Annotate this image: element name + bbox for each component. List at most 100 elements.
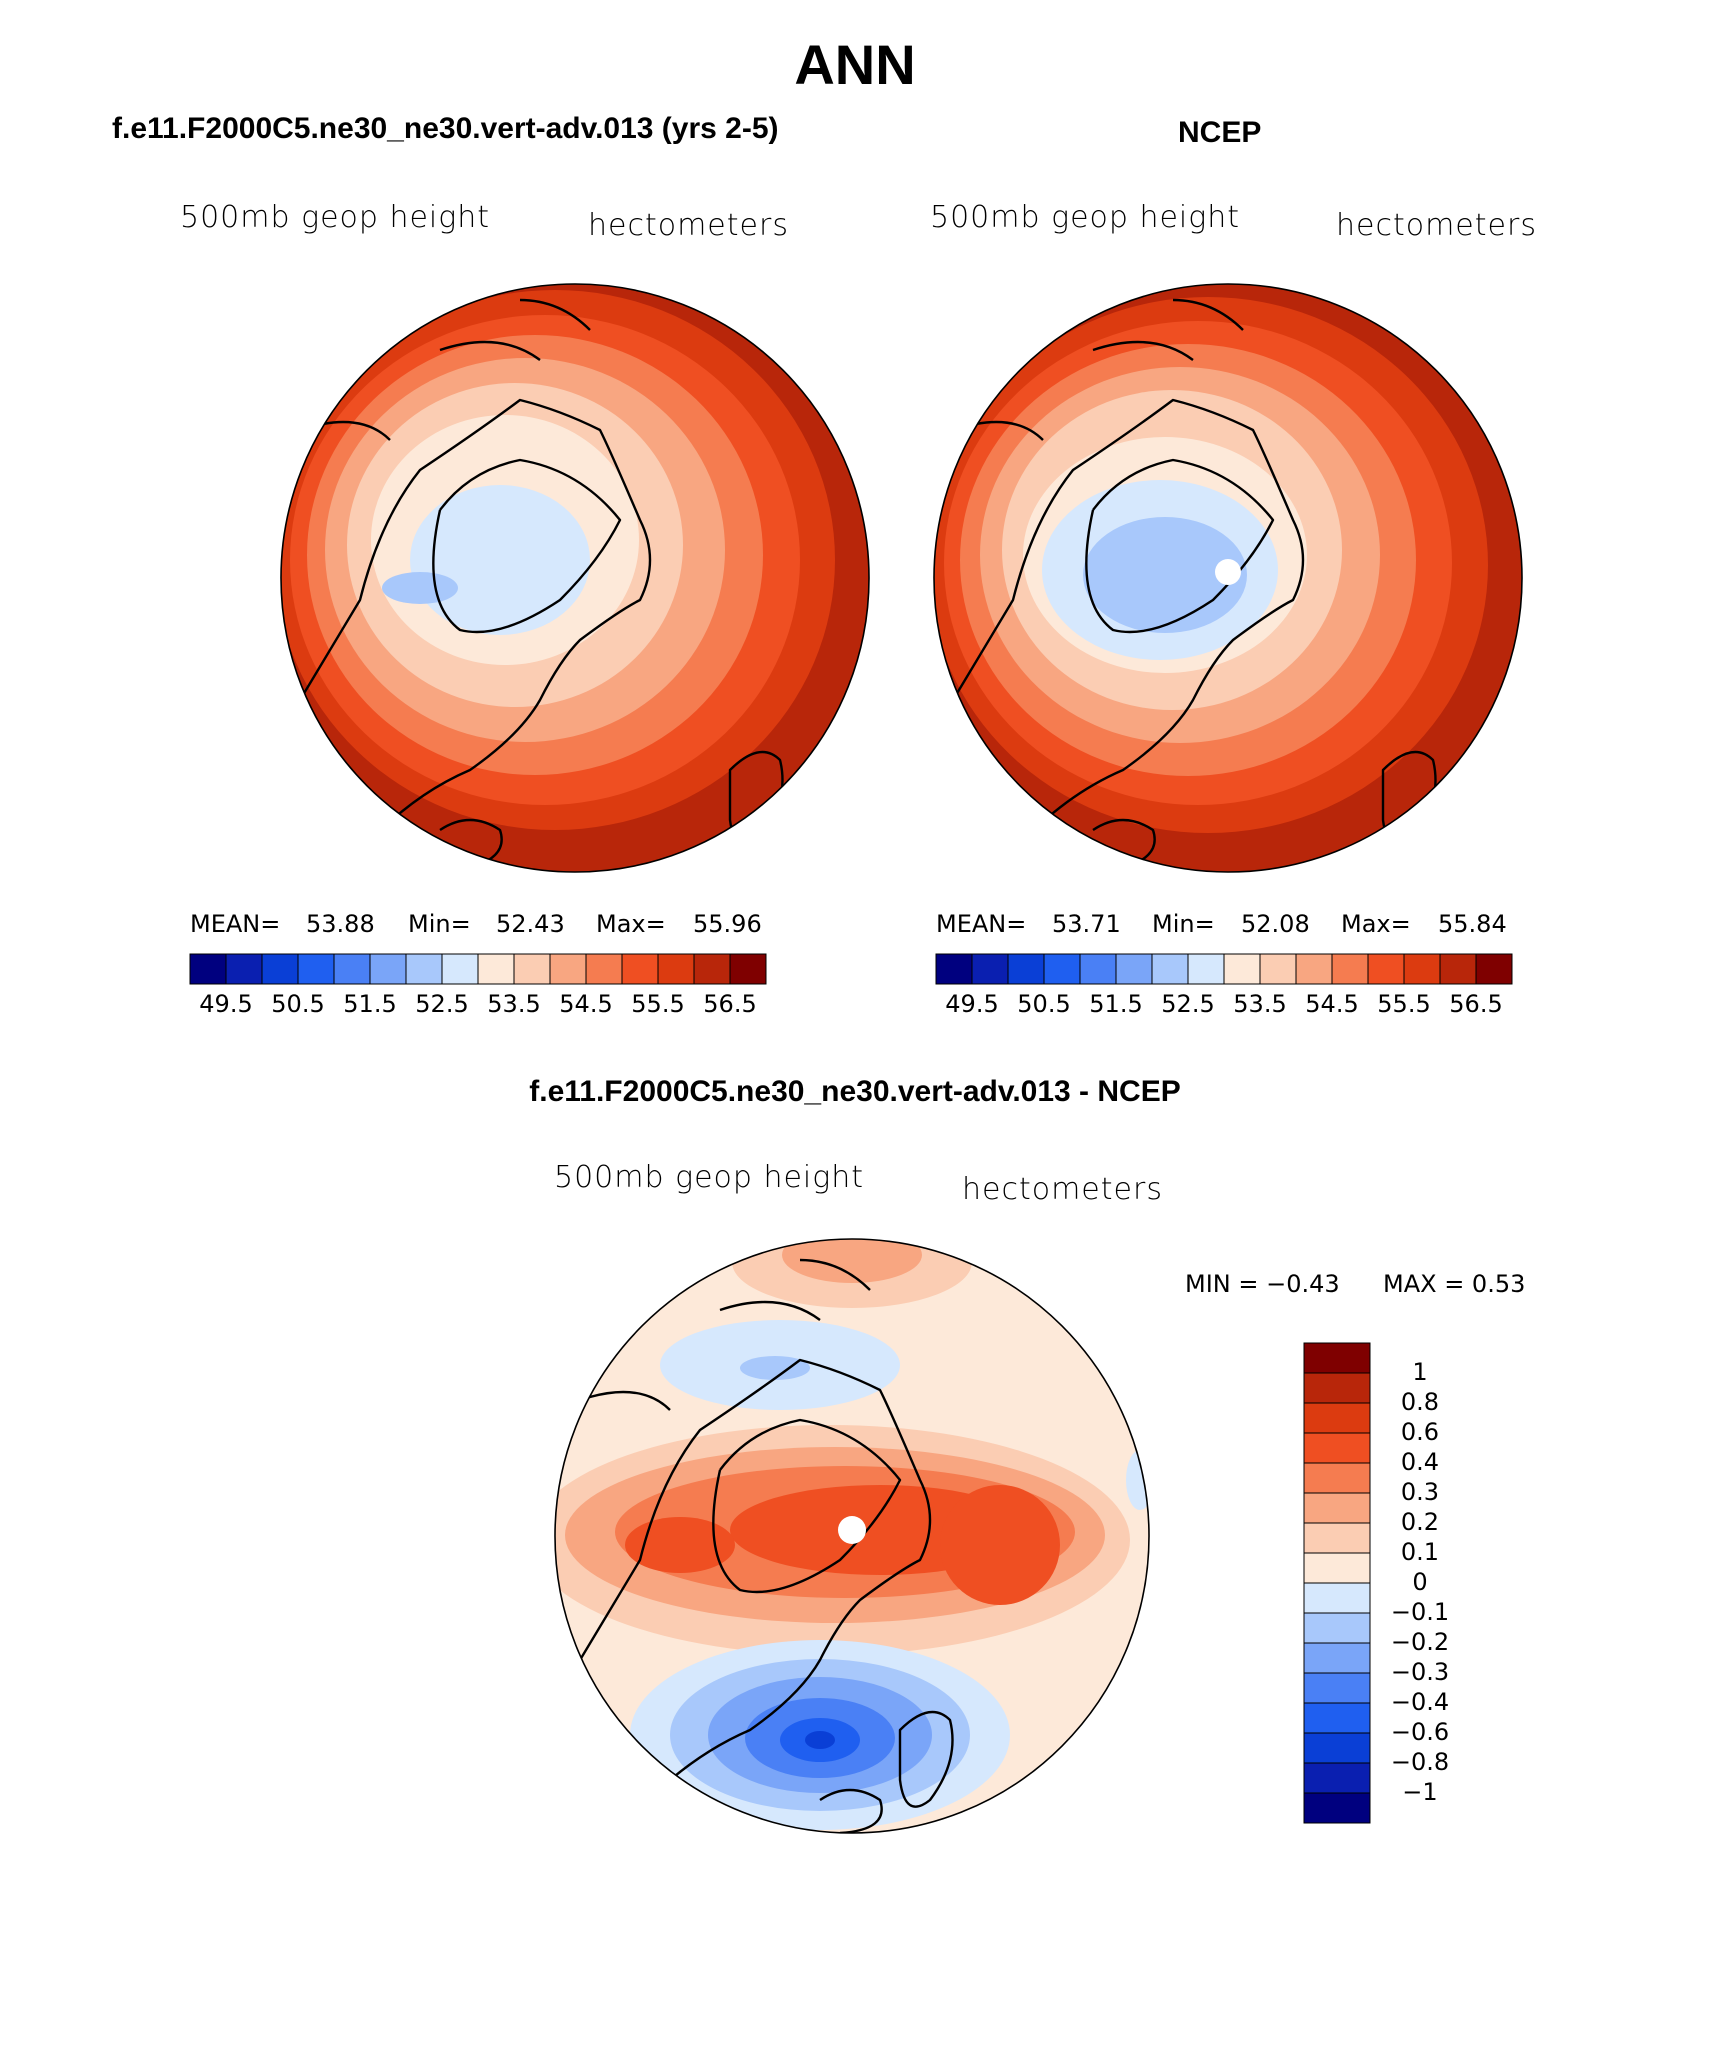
model-colorbar-cell <box>405 953 443 985</box>
diff-variable-label: 500mb geop height <box>554 1160 865 1195</box>
model-max-value: 55.96 <box>693 910 762 938</box>
model-colorbar-cell <box>621 953 659 985</box>
obs-map-border <box>933 283 1523 873</box>
obs-max-label: Max= <box>1341 910 1411 938</box>
obs-colorbar-cell <box>1079 953 1117 985</box>
diff-colorbar-tick: −0.2 <box>1390 1628 1450 1656</box>
diff-panel-title: f.e11.F2000C5.ne30_ne30.vert-adv.013 - N… <box>529 1075 1181 1108</box>
model-colorbar-cell <box>261 953 299 985</box>
diff-colorbar-cell <box>1303 1402 1371 1434</box>
obs-colorbar-cell <box>1259 953 1297 985</box>
diff-colorbar-cell <box>1303 1762 1371 1794</box>
obs-panel-title: NCEP <box>1178 116 1262 149</box>
obs-colorbar-cell <box>1007 953 1045 985</box>
model-colorbar-tick: 54.5 <box>559 990 613 1018</box>
model-mean-value: 53.88 <box>306 910 375 938</box>
model-colorbar-cell <box>693 953 731 985</box>
obs-colorbar-cell <box>1439 953 1477 985</box>
obs-colorbar-cell <box>1187 953 1225 985</box>
model-variable-label: 500mb geop height <box>180 200 491 235</box>
diff-colorbar-tick: −0.4 <box>1390 1688 1450 1716</box>
obs-colorbar-tick: 52.5 <box>1161 990 1215 1018</box>
model-colorbar-cell <box>549 953 587 985</box>
diff-units-label: hectometers <box>962 1172 1163 1207</box>
diff-colorbar <box>1303 1342 1371 1824</box>
model-colorbar-cell <box>189 953 227 985</box>
diff-colorbar-tick: 0.1 <box>1400 1538 1440 1566</box>
diff-min-text: MIN = −0.43 <box>1185 1270 1340 1298</box>
model-colorbar-cell <box>477 953 515 985</box>
model-colorbar-cell <box>369 953 407 985</box>
diff-map-border <box>554 1238 1150 1834</box>
obs-colorbar-tick: 50.5 <box>1017 990 1071 1018</box>
obs-colorbar-cell <box>1295 953 1333 985</box>
obs-colorbar-cell <box>1151 953 1189 985</box>
diff-colorbar-tick: 0.8 <box>1400 1388 1440 1416</box>
model-units-label: hectometers <box>588 208 789 243</box>
diff-colorbar-cell <box>1303 1702 1371 1734</box>
obs-mean-label: MEAN= <box>936 910 1027 938</box>
model-colorbar-cell <box>513 953 551 985</box>
diff-colorbar-cell <box>1303 1792 1371 1824</box>
diff-colorbar-cell <box>1303 1342 1371 1374</box>
diff-colorbar-cell <box>1303 1582 1371 1614</box>
model-colorbar-tick: 50.5 <box>271 990 325 1018</box>
diff-max-text: MAX = 0.53 <box>1383 1270 1526 1298</box>
model-colorbar-cell <box>657 953 695 985</box>
model-colorbar-tick: 51.5 <box>343 990 397 1018</box>
model-mean-label: MEAN= <box>190 910 281 938</box>
model-colorbar-cell <box>729 953 767 985</box>
model-colorbar-tick: 56.5 <box>703 990 757 1018</box>
model-min-label: Min= <box>408 910 471 938</box>
obs-colorbar-cell <box>971 953 1009 985</box>
obs-colorbar-cell <box>1475 953 1513 985</box>
diff-colorbar-cell <box>1303 1732 1371 1764</box>
obs-colorbar-tick: 55.5 <box>1377 990 1431 1018</box>
diff-colorbar-cell <box>1303 1462 1371 1494</box>
model-min-value: 52.43 <box>496 910 565 938</box>
main-title: ANN <box>794 33 916 96</box>
obs-colorbar-cell <box>1331 953 1369 985</box>
obs-colorbar-cell <box>1367 953 1405 985</box>
diff-colorbar-cell <box>1303 1522 1371 1554</box>
obs-colorbar-cell <box>1115 953 1153 985</box>
model-colorbar-cell <box>441 953 479 985</box>
diff-colorbar-tick: 0.2 <box>1400 1508 1440 1536</box>
diff-colorbar-cell <box>1303 1492 1371 1524</box>
obs-colorbar-tick: 53.5 <box>1233 990 1287 1018</box>
diff-polar-map <box>555 1239 1149 1833</box>
diff-colorbar-tick: 0 <box>1412 1568 1428 1596</box>
diff-coastlines <box>578 1258 954 1833</box>
obs-min-label: Min= <box>1152 910 1215 938</box>
diff-colorbar-tick: 0.4 <box>1400 1448 1440 1476</box>
obs-mean-value: 53.71 <box>1052 910 1121 938</box>
diff-colorbar-cell <box>1303 1672 1371 1704</box>
model-map-border <box>280 283 870 873</box>
obs-min-value: 52.08 <box>1241 910 1310 938</box>
model-colorbar-tick: 55.5 <box>631 990 685 1018</box>
obs-colorbar-tick: 51.5 <box>1089 990 1143 1018</box>
model-panel-title: f.e11.F2000C5.ne30_ne30.vert-adv.013 (yr… <box>112 112 779 145</box>
obs-colorbar-cell <box>935 953 973 985</box>
obs-colorbar-cell <box>1043 953 1081 985</box>
obs-colorbar-cell <box>1403 953 1441 985</box>
model-colorbar-cell <box>585 953 623 985</box>
model-colorbar <box>189 953 767 985</box>
obs-max-value: 55.84 <box>1438 910 1507 938</box>
diff-colorbar-tick: −0.3 <box>1390 1658 1450 1686</box>
diff-colorbar-cell <box>1303 1612 1371 1644</box>
obs-colorbar <box>935 953 1513 985</box>
obs-units-label: hectometers <box>1336 208 1537 243</box>
model-colorbar-cell <box>297 953 335 985</box>
diff-colorbar-tick: −0.8 <box>1390 1748 1450 1776</box>
diff-pole-marker <box>838 1516 866 1544</box>
obs-pole-marker <box>1215 559 1241 585</box>
model-colorbar-cell <box>225 953 263 985</box>
diff-colorbar-cell <box>1303 1372 1371 1404</box>
obs-colorbar-tick: 49.5 <box>945 990 999 1018</box>
diff-colorbar-tick: 1 <box>1412 1358 1428 1386</box>
obs-variable-label: 500mb geop height <box>930 200 1241 235</box>
diff-colorbar-tick: −0.6 <box>1390 1718 1450 1746</box>
obs-colorbar-cell <box>1223 953 1261 985</box>
